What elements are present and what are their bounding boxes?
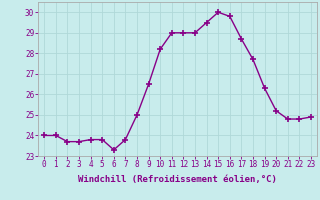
- X-axis label: Windchill (Refroidissement éolien,°C): Windchill (Refroidissement éolien,°C): [78, 175, 277, 184]
